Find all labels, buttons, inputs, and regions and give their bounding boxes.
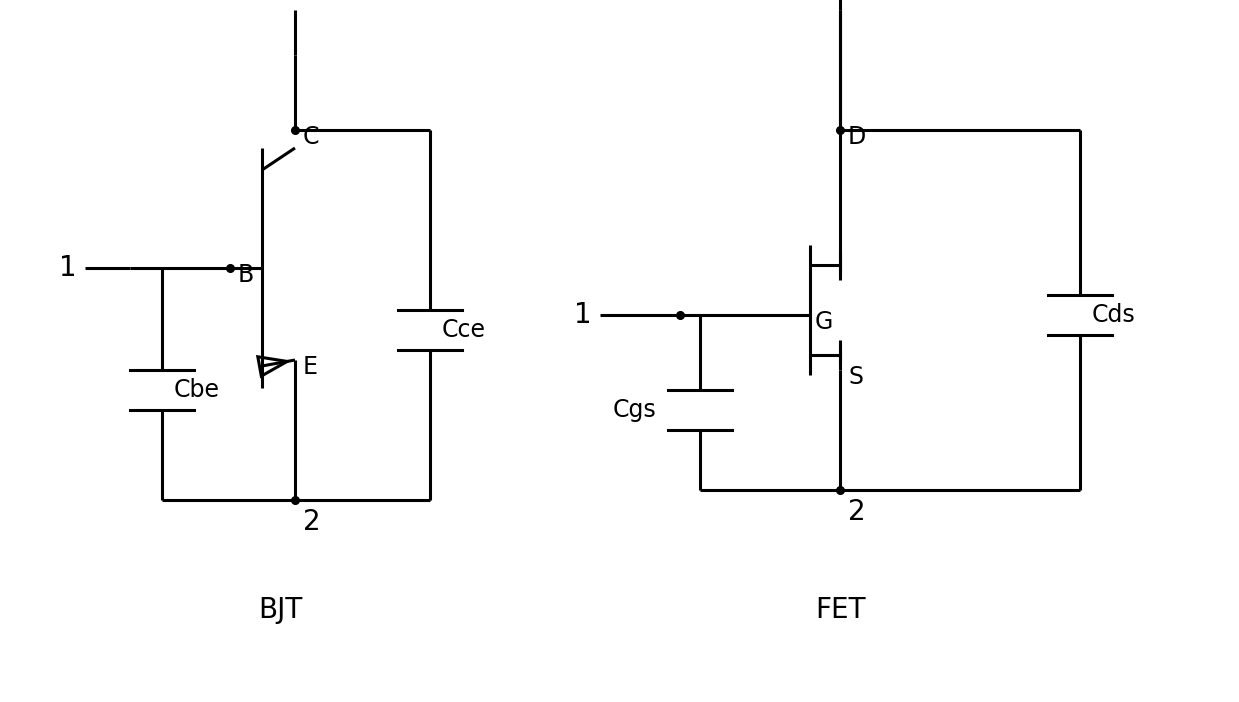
Text: 1: 1	[575, 301, 592, 329]
Text: S: S	[847, 365, 864, 389]
Text: 2: 2	[847, 498, 866, 526]
Text: 2: 2	[304, 508, 321, 536]
Text: E: E	[304, 355, 318, 379]
Text: D: D	[847, 125, 866, 149]
Text: BJT: BJT	[258, 596, 302, 624]
Text: 1: 1	[59, 254, 77, 282]
Text: Cbe: Cbe	[173, 378, 221, 402]
Text: C: C	[304, 125, 320, 149]
Text: Cgs: Cgs	[612, 398, 655, 422]
Text: G: G	[815, 310, 834, 334]
Text: B: B	[238, 263, 254, 287]
Text: Cce: Cce	[442, 318, 486, 342]
Text: FET: FET	[815, 596, 865, 624]
Text: Cds: Cds	[1092, 303, 1136, 327]
